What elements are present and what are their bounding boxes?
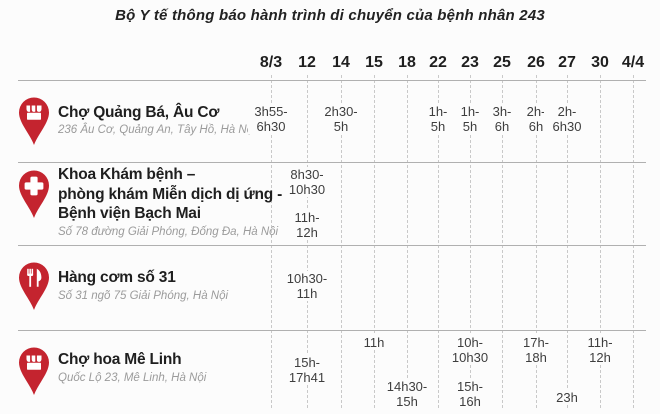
visit-time: 11h- 12h (284, 210, 330, 240)
location-address: Số 31 ngõ 75 Giải Phóng, Hà Nội (58, 290, 229, 302)
column-gridline (470, 75, 471, 408)
column-gridline (502, 75, 503, 408)
date-label: 8/3 (259, 54, 283, 71)
visit-time: 17h- 18h (513, 335, 559, 365)
column-gridline (271, 75, 272, 408)
date-label: 18 (398, 54, 416, 71)
visit-time: 15h- 16h (447, 379, 493, 409)
visit-time: 2h- 6h30 (544, 104, 590, 134)
row-divider (18, 162, 646, 163)
location-address: Quốc Lộ 23, Mê Linh, Hà Nội (58, 372, 207, 384)
date-label: 22 (429, 54, 447, 71)
date-label: 27 (558, 54, 576, 71)
visit-time: 11h- 12h (577, 335, 623, 365)
medical-cross-icon (24, 176, 44, 196)
date-label: 23 (461, 54, 479, 71)
date-label: 14 (332, 54, 350, 71)
visit-time: 8h30- 10h30 (284, 167, 330, 197)
location-address: 236 Âu Cơ, Quảng An, Tây Hồ, Hà Nội (58, 124, 256, 136)
map-pin-icon (19, 262, 49, 310)
map-pin-icon (19, 170, 49, 218)
column-gridline (567, 75, 568, 408)
row-divider (18, 245, 646, 246)
location-name: Chợ Quảng Bá, Âu Cơ (58, 104, 220, 121)
column-gridline (407, 75, 408, 408)
visit-time: 14h30- 15h (384, 379, 430, 409)
visit-time: 3h55- 6h30 (248, 104, 294, 134)
date-label: 12 (298, 54, 316, 71)
location-name: Chợ hoa Mê Linh (58, 351, 182, 368)
date-label: 26 (527, 54, 545, 71)
visit-time: 23h (544, 390, 590, 405)
location-name: Hàng cơm số 31 (58, 269, 176, 286)
map-pin-icon (19, 347, 49, 395)
store-icon (26, 355, 42, 370)
chart-title: Bộ Y tế thông báo hành trình di chuyển c… (115, 7, 545, 24)
column-gridline (536, 75, 537, 408)
visit-time: 11h (351, 335, 397, 350)
visit-time: 15h- 17h41 (284, 355, 330, 385)
column-gridline (633, 75, 634, 408)
map-pin-icon (19, 97, 49, 145)
column-gridline (307, 75, 308, 408)
date-label: 25 (493, 54, 511, 71)
column-gridline (374, 75, 375, 408)
utensils-icon (27, 268, 42, 287)
date-label: 4/4 (621, 54, 645, 71)
store-icon (26, 105, 42, 120)
date-label: 30 (591, 54, 609, 71)
row-divider (18, 80, 646, 81)
column-gridline (438, 75, 439, 408)
visit-time: 10h- 10h30 (447, 335, 493, 365)
column-gridline (341, 75, 342, 408)
column-gridline (600, 75, 601, 408)
date-label: 15 (365, 54, 383, 71)
location-address: Số 78 đường Giải Phóng, Đống Đa, Hà Nội (58, 226, 279, 238)
visit-time: 2h30- 5h (318, 104, 364, 134)
row-divider (18, 330, 646, 331)
location-name: Khoa Khám bệnh – phòng khám Miễn dịch dị… (58, 166, 283, 222)
visit-time: 10h30- 11h (284, 271, 330, 301)
